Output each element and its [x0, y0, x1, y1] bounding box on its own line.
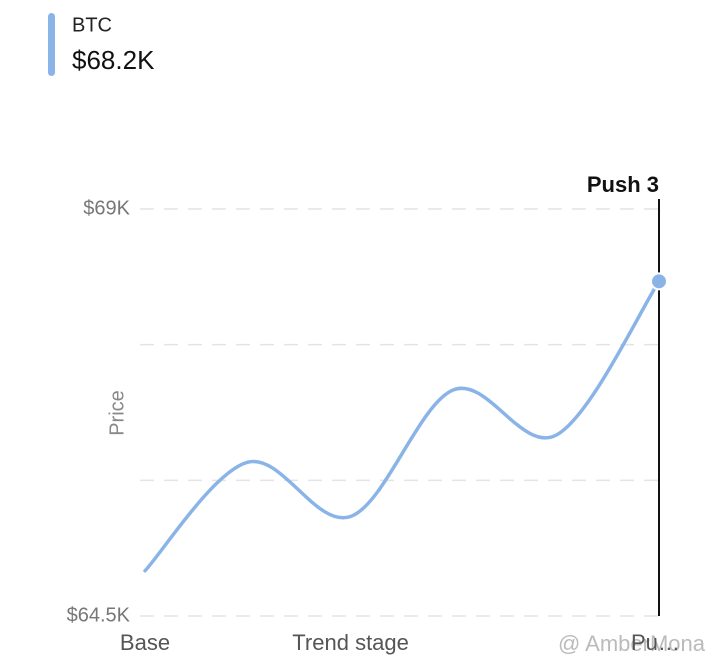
x-tick-label: Trend stage	[292, 630, 409, 655]
x-tick-label: Base	[119, 630, 171, 655]
line	[143, 279, 661, 573]
x-tick-label: Push 3	[631, 630, 687, 655]
y-tick-label: $69K	[83, 197, 130, 219]
watermark: @ AmberMona	[558, 631, 706, 656]
tooltip-label: Push 3	[587, 172, 659, 197]
current-value: $68.2K	[72, 45, 155, 75]
legend-name: BTC	[72, 14, 112, 36]
active-point	[650, 272, 668, 291]
y-axis-label: Price	[106, 390, 128, 436]
legend-swatch	[48, 13, 55, 76]
y-tick-label: $64.5K	[67, 604, 131, 626]
